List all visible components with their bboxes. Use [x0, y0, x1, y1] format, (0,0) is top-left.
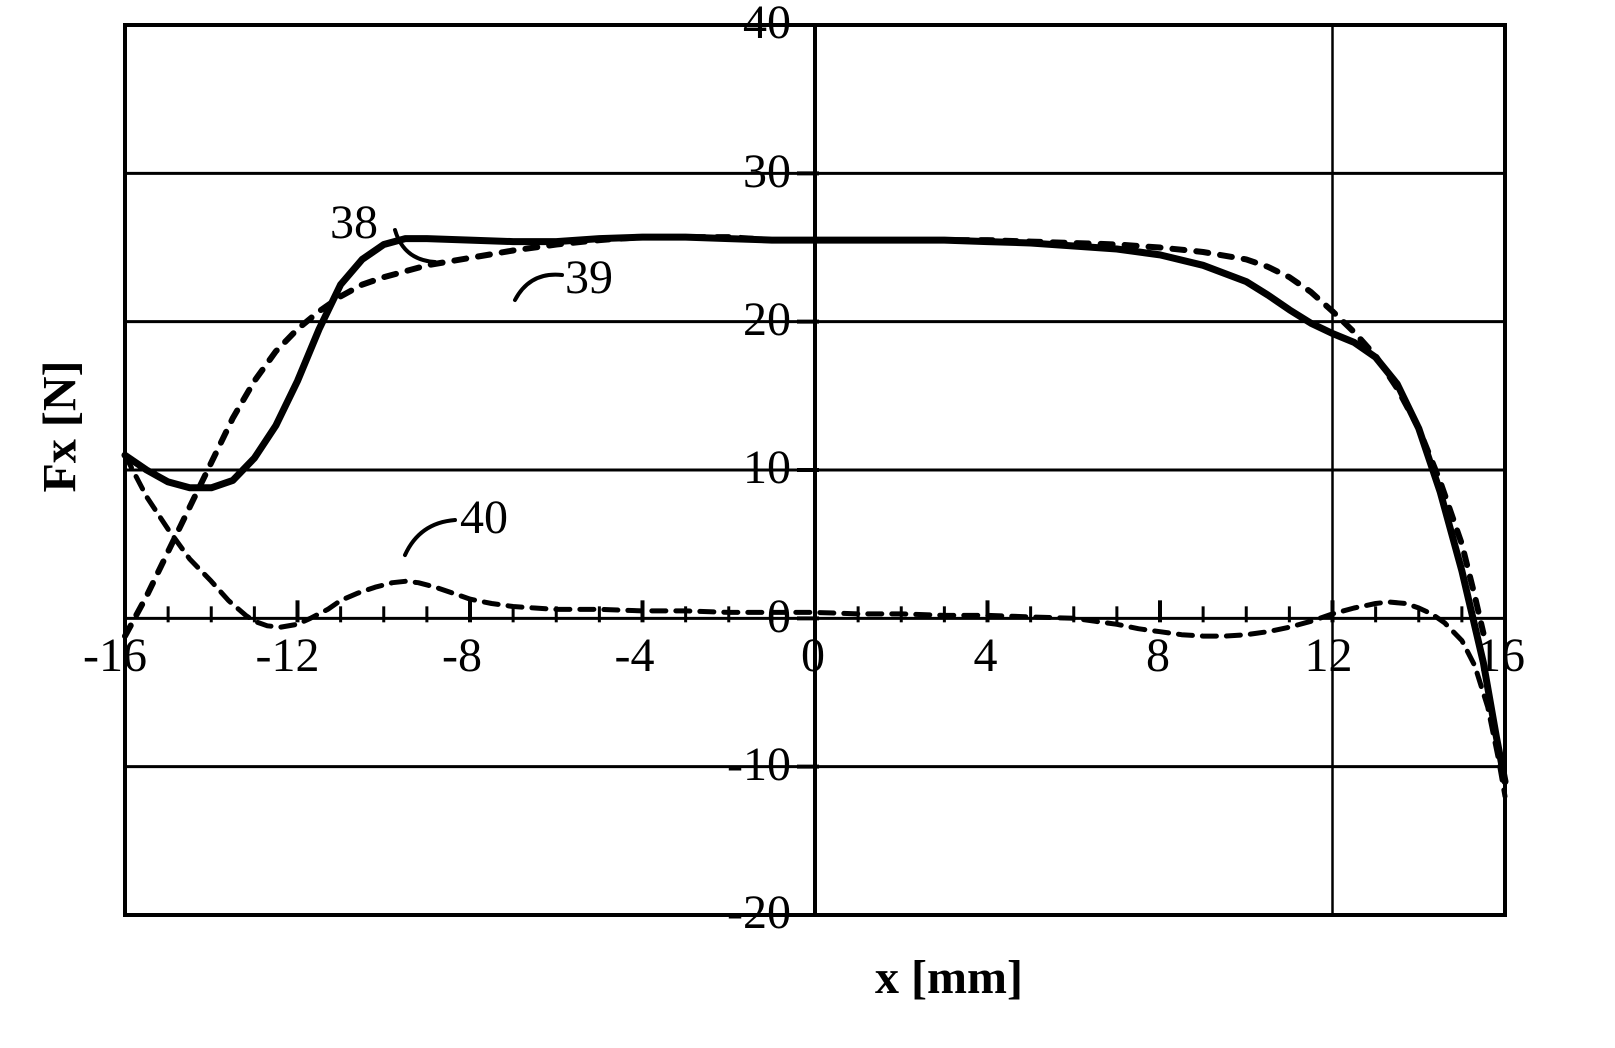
x-tick-label: 0 — [801, 628, 825, 683]
curve-label: 38 — [330, 195, 378, 250]
x-tick-label: -8 — [442, 628, 482, 683]
y-tick-label: 40 — [743, 0, 791, 50]
y-tick-label: 30 — [743, 144, 791, 199]
force-displacement-chart — [0, 0, 1615, 1048]
y-axis-label: Fx [N] — [33, 326, 88, 526]
x-tick-label: -4 — [615, 628, 655, 683]
y-tick-label: 10 — [743, 440, 791, 495]
y-tick-label: 20 — [743, 292, 791, 347]
curve-label: 40 — [460, 490, 508, 545]
y-tick-label: -20 — [727, 885, 791, 940]
x-tick-label: -12 — [256, 628, 320, 683]
x-tick-label: 16 — [1477, 628, 1525, 683]
y-tick-label: 0 — [767, 589, 791, 644]
x-tick-label: 8 — [1146, 628, 1170, 683]
x-axis-label: x [mm] — [875, 950, 1023, 1005]
x-tick-label: 12 — [1305, 628, 1353, 683]
y-tick-label: -10 — [727, 737, 791, 792]
curve-label: 39 — [565, 250, 613, 305]
x-tick-label: 4 — [974, 628, 998, 683]
x-tick-label: -16 — [83, 628, 147, 683]
